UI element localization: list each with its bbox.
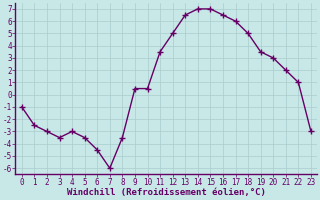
X-axis label: Windchill (Refroidissement éolien,°C): Windchill (Refroidissement éolien,°C): [67, 188, 266, 197]
